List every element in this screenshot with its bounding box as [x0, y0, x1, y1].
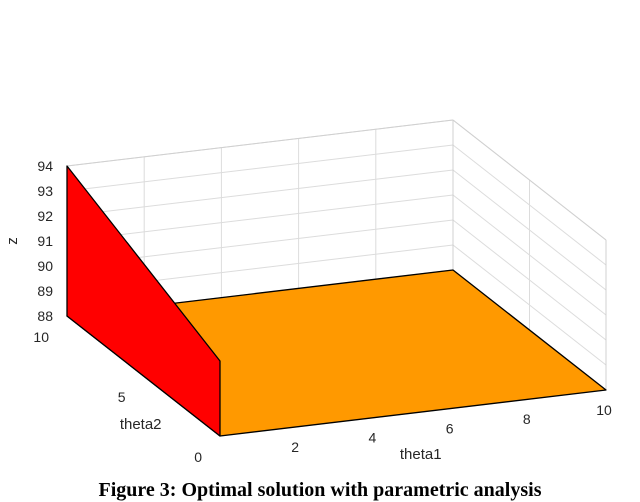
z-tick-label: 90 [37, 258, 53, 274]
surface-plot: 88 89 90 91 92 93 94 2 4 6 8 10 0 5 10 z theta1 theta2 [4, 119, 612, 465]
grid-line [452, 169, 607, 291]
box-edge [66, 119, 454, 167]
z-tick-label: 93 [37, 183, 53, 199]
x-tick-label: 6 [446, 420, 454, 436]
y-axis-label: theta2 [120, 416, 162, 433]
box-edge [452, 119, 607, 241]
y-tick-label: 0 [194, 449, 202, 465]
grid-line [452, 219, 607, 341]
figure-caption: Figure 3: Optimal solution with parametr… [98, 479, 542, 501]
grid-line [66, 169, 454, 217]
surfaces [66, 165, 607, 437]
x-axis-label: theta1 [400, 446, 442, 463]
axis-labels: 88 89 90 91 92 93 94 2 4 6 8 10 0 5 10 z theta1 theta2 [4, 158, 612, 465]
grid-line [452, 144, 607, 266]
surface-patch [66, 165, 221, 437]
z-tick-label: 92 [37, 208, 53, 224]
z-axis-label: z [4, 237, 21, 245]
grid-line [66, 194, 454, 242]
x-tick-label: 4 [369, 430, 377, 446]
z-tick-label: 89 [37, 283, 53, 299]
grid-line [452, 244, 607, 366]
x-tick-label: 8 [523, 411, 531, 427]
y-tick-label: 5 [118, 389, 126, 405]
grid-line [452, 194, 607, 316]
z-tick-label: 91 [37, 233, 53, 249]
z-tick-label: 88 [37, 308, 53, 324]
grid-line [66, 144, 454, 192]
z-tick-label: 94 [37, 158, 53, 174]
x-tick-label: 10 [596, 402, 612, 418]
y-tick-label: 10 [33, 329, 49, 345]
x-tick-label: 2 [291, 439, 299, 455]
